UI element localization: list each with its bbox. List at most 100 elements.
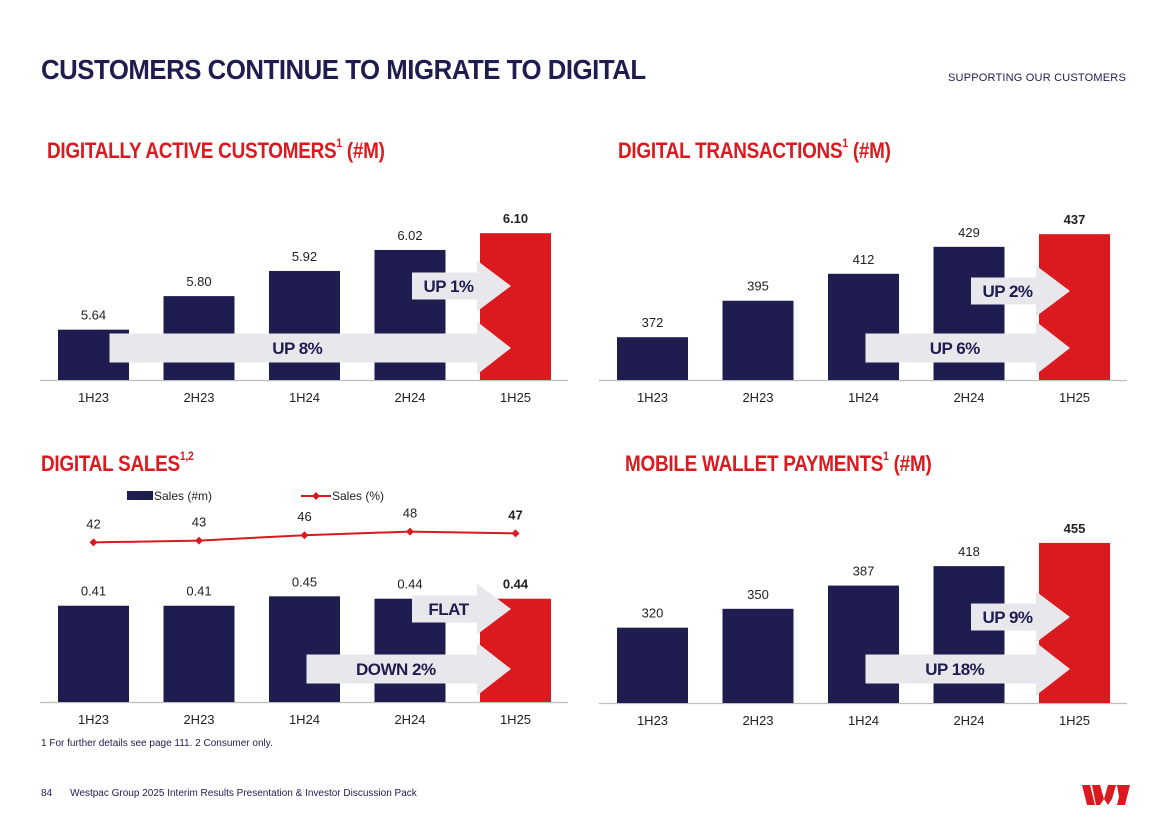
data-label-1H25: 455	[1064, 521, 1086, 536]
line-label-1H23: 42	[86, 516, 100, 531]
annotation-lower-label: UP 18%	[925, 660, 984, 679]
line-point-1H23	[89, 538, 98, 547]
bar-1H23	[617, 337, 688, 380]
chart-title-footnote-ref: 1	[336, 136, 342, 150]
footer-text: Westpac Group 2025 Interim Results Prese…	[70, 788, 417, 799]
x-tick-label: 1H24	[289, 390, 320, 405]
footnote: 1 For further details see page 111. 2 Co…	[41, 738, 273, 749]
data-label-2H24: 0.44	[397, 577, 422, 592]
chart-title-text: DIGITAL SALES	[41, 451, 180, 476]
data-label-1H23: 0.41	[81, 584, 106, 599]
bar-1H24	[828, 273, 899, 380]
annotation-lower-arrow	[306, 642, 511, 696]
x-tick-label: 1H23	[78, 390, 109, 405]
legend-swatch-bar	[127, 491, 153, 500]
x-tick-label: 2H24	[394, 712, 425, 727]
legend-label-line: Sales (%)	[332, 489, 384, 503]
data-label-1H23: 320	[642, 606, 664, 621]
westpac-logo-icon	[1082, 785, 1130, 805]
x-tick-label: 1H23	[637, 390, 668, 405]
data-label-2H24: 6.02	[397, 228, 422, 243]
chart-title-unit: (#M)	[847, 138, 891, 163]
chart-title-text: DIGITALLY ACTIVE CUSTOMERS	[47, 138, 337, 163]
bar-2H23	[722, 608, 794, 703]
bar-1H24	[269, 270, 340, 380]
data-label-1H24: 5.92	[292, 249, 317, 264]
annotation-lower-arrow	[865, 642, 1070, 696]
x-tick-label: 1H25	[500, 390, 531, 405]
x-tick-label: 2H23	[183, 390, 214, 405]
x-tick-label: 1H24	[848, 713, 879, 728]
data-label-2H23: 395	[747, 279, 769, 294]
line-point-2H24	[406, 527, 414, 536]
x-tick-label: 2H24	[953, 390, 984, 405]
chart-title-active-customers: DIGITALLY ACTIVE CUSTOMERS1 (#M)	[47, 136, 385, 164]
annotation-lower-arrow	[865, 321, 1070, 375]
data-label-1H24: 0.45	[292, 574, 317, 589]
chart-title-mobile-wallet: MOBILE WALLET PAYMENTS1 (#M)	[625, 449, 932, 477]
section-label: SUPPORTING OUR CUSTOMERS	[948, 72, 1126, 84]
x-tick-label: 1H24	[848, 390, 879, 405]
data-label-1H25: 0.44	[503, 577, 529, 592]
annotation-upper-arrow	[412, 583, 511, 635]
x-tick-label: 2H23	[742, 390, 773, 405]
data-label-2H24: 418	[958, 544, 980, 559]
x-tick-label: 2H23	[742, 713, 773, 728]
annotation-upper-label: UP 2%	[982, 282, 1032, 301]
data-label-1H25: 6.10	[503, 211, 528, 226]
annotation-upper-label: FLAT	[428, 600, 469, 619]
line-point-1H25	[511, 529, 520, 538]
chart-title-text: DIGITAL TRANSACTIONS	[618, 138, 843, 163]
legend-label-bar: Sales (#m)	[154, 489, 212, 503]
line-label-1H24: 46	[297, 509, 311, 524]
chart-active-customers: 5.64 1H23 5.80 2H23 5.92 1H24 6.02 2H24 6.10 1H25…	[40, 211, 568, 405]
x-tick-label: 1H24	[289, 712, 320, 727]
annotation-upper-arrow	[971, 591, 1070, 643]
bar-1H23	[617, 627, 688, 703]
annotation-lower-label: UP 8%	[272, 339, 322, 358]
footer: 84 Westpac Group 2025 Interim Results Pre…	[41, 788, 417, 799]
chart-title-digital-sales: DIGITAL SALES1,2	[41, 449, 194, 477]
chart-title-footnote-ref: 1,2	[179, 449, 194, 463]
data-label-1H23: 372	[642, 315, 664, 330]
data-label-2H23: 0.41	[186, 584, 211, 599]
data-label-1H25: 437	[1064, 212, 1086, 227]
chart-title-unit: (#M)	[341, 138, 385, 163]
x-tick-label: 1H25	[500, 712, 531, 727]
data-label-1H23: 5.64	[81, 308, 106, 323]
line-point-2H23	[195, 536, 203, 545]
chart-mobile-wallet: 320 1H23 350 2H23 387 1H24 418 2H24 455 1H25 UP 9%…	[599, 521, 1127, 728]
bar-2H23	[163, 605, 235, 702]
chart-title-digital-transactions: DIGITAL TRANSACTIONS1 (#M)	[618, 136, 891, 164]
bar-1H24	[828, 585, 899, 703]
annotation-upper-label: UP 1%	[423, 277, 473, 296]
chart-digital-sales: 0.41 1H23 0.41 2H23 0.45 1H24 0.44 2H24 0.44 1H25…	[40, 489, 568, 727]
data-label-2H24: 429	[958, 225, 980, 240]
page-number: 84	[41, 788, 53, 799]
line-point-1H24	[300, 531, 309, 540]
annotation-lower-label: UP 6%	[930, 339, 980, 358]
legend-swatch-marker	[312, 492, 320, 500]
line-label-1H25: 47	[508, 507, 522, 522]
line-label-2H23: 43	[192, 515, 206, 530]
chart-title-footnote-ref: 1	[883, 449, 889, 463]
data-label-2H23: 350	[747, 587, 769, 602]
data-label-2H23: 5.80	[186, 274, 211, 289]
annotation-upper-label: UP 9%	[982, 608, 1032, 627]
line-label-2H24: 48	[403, 506, 417, 521]
data-label-1H24: 412	[853, 252, 875, 267]
x-tick-label: 2H24	[953, 713, 984, 728]
annotation-lower-arrow	[109, 321, 511, 375]
x-tick-label: 1H25	[1059, 390, 1090, 405]
annotation-upper-arrow	[412, 260, 511, 312]
bar-1H23	[58, 605, 129, 702]
data-label-1H24: 387	[853, 564, 875, 579]
chart-title-unit: (#M)	[888, 451, 932, 476]
page-title: CUSTOMERS CONTINUE TO MIGRATE TO DIGITAL	[41, 54, 646, 85]
x-tick-label: 1H25	[1059, 713, 1090, 728]
annotation-upper-arrow	[971, 265, 1070, 317]
chart-title-footnote-ref: 1	[842, 136, 848, 150]
x-tick-label: 1H23	[78, 712, 109, 727]
x-tick-label: 2H23	[183, 712, 214, 727]
x-tick-label: 1H23	[637, 713, 668, 728]
